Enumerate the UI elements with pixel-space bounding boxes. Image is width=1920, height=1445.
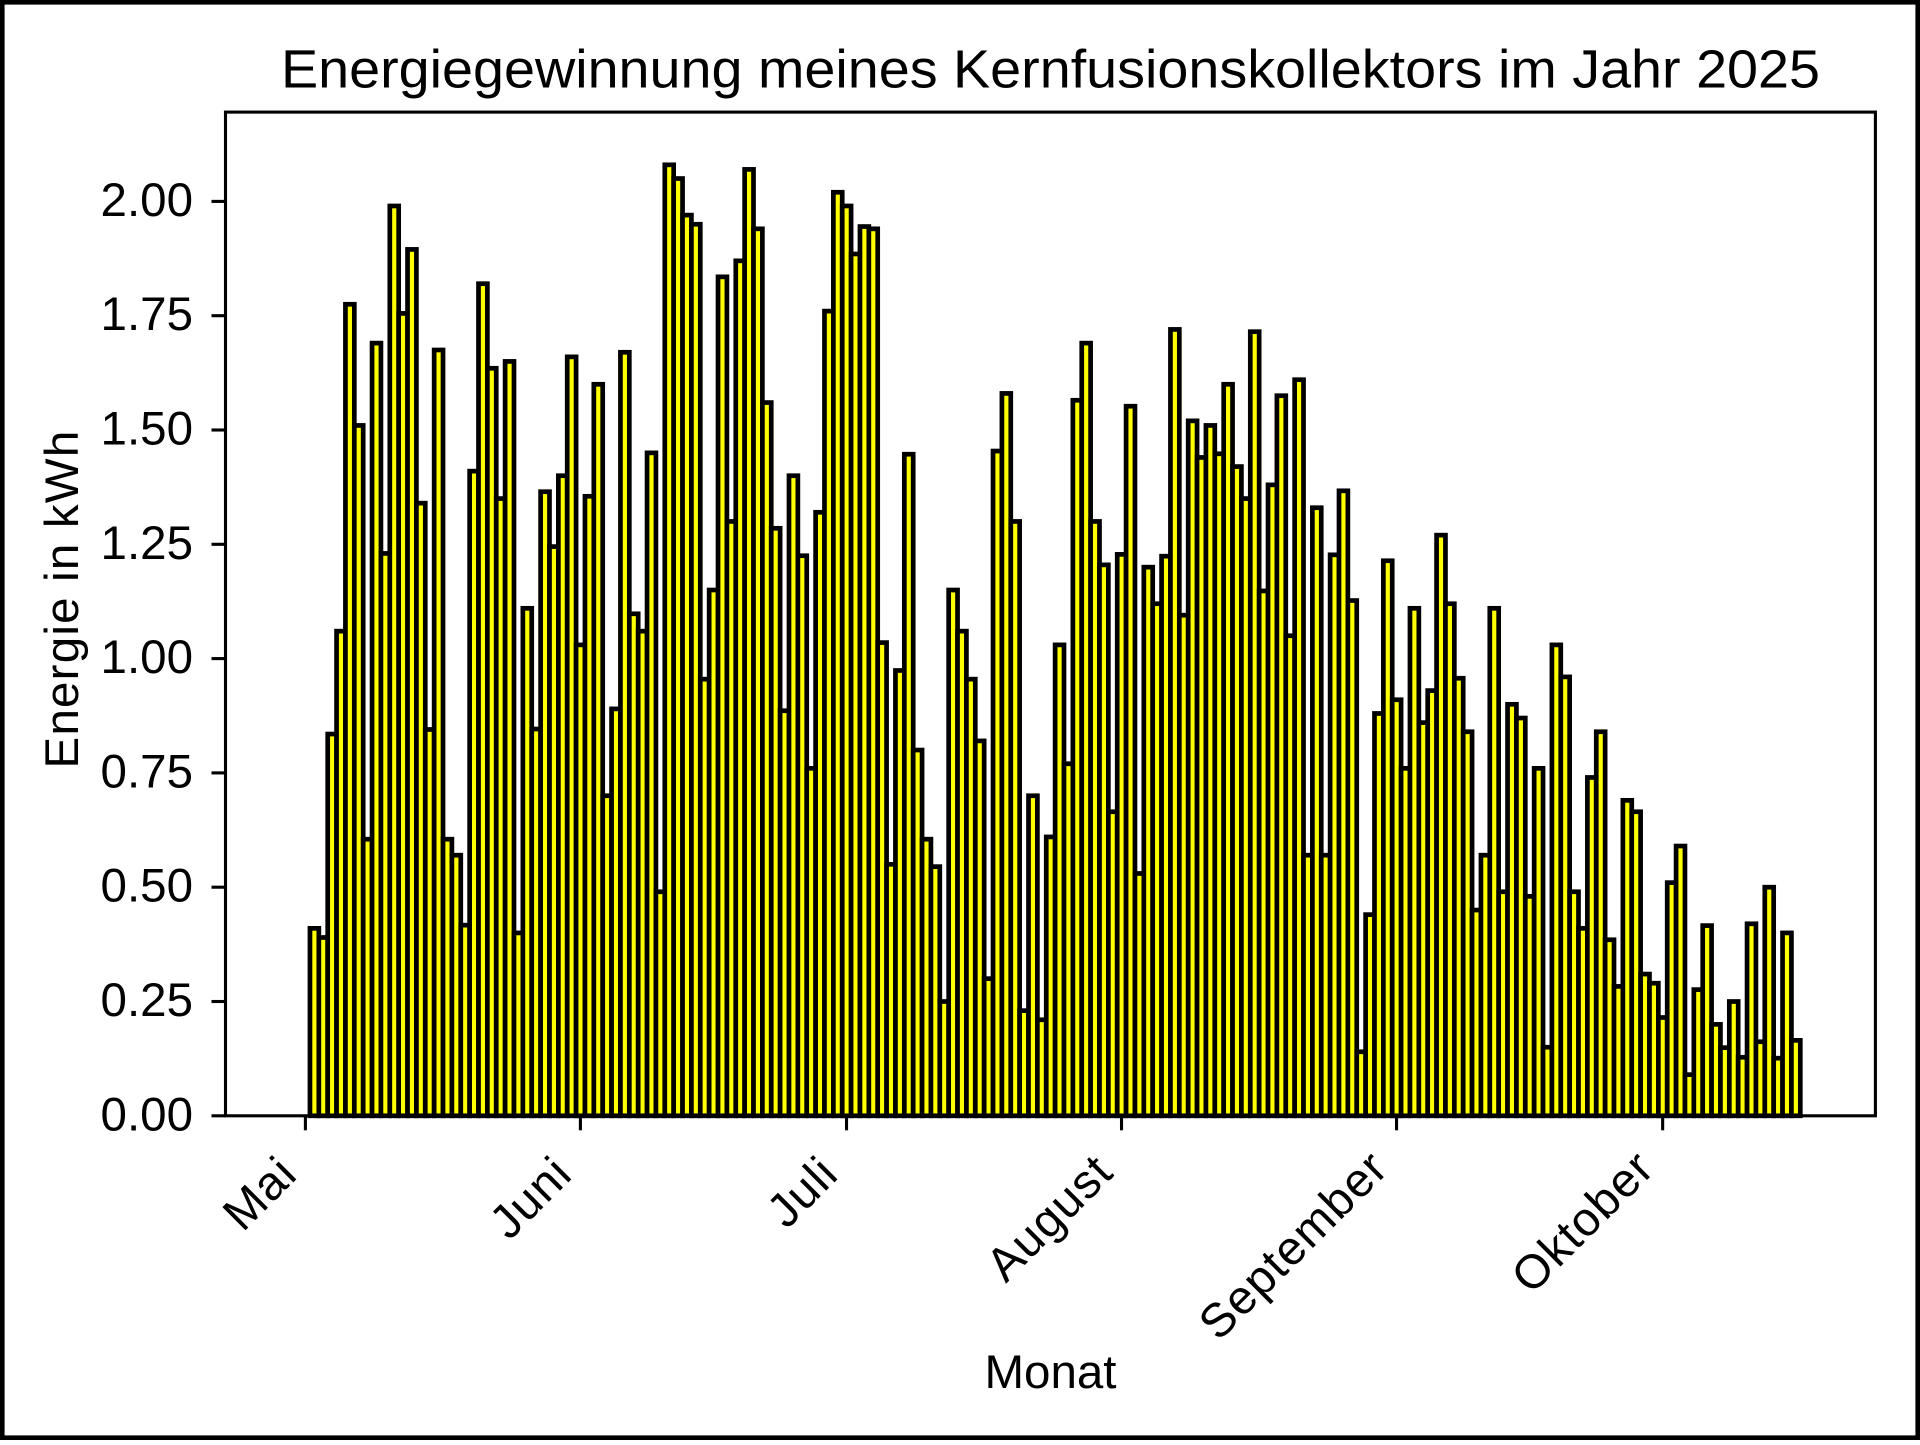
svg-text:0.75: 0.75	[101, 745, 193, 798]
svg-text:1.75: 1.75	[101, 288, 193, 341]
svg-text:0.00: 0.00	[101, 1088, 193, 1141]
svg-text:Energiegewinnung meines Kernfu: Energiegewinnung meines Kernfusionskolle…	[281, 40, 1820, 99]
svg-text:0.25: 0.25	[101, 974, 193, 1027]
svg-text:1.00: 1.00	[101, 631, 193, 684]
svg-text:2.00: 2.00	[101, 174, 193, 227]
svg-text:Energie in kWh: Energie in kWh	[36, 430, 89, 769]
svg-text:0.50: 0.50	[101, 860, 193, 913]
svg-text:1.50: 1.50	[101, 403, 193, 456]
svg-text:Monat: Monat	[984, 1346, 1116, 1399]
svg-text:1.25: 1.25	[101, 517, 193, 570]
